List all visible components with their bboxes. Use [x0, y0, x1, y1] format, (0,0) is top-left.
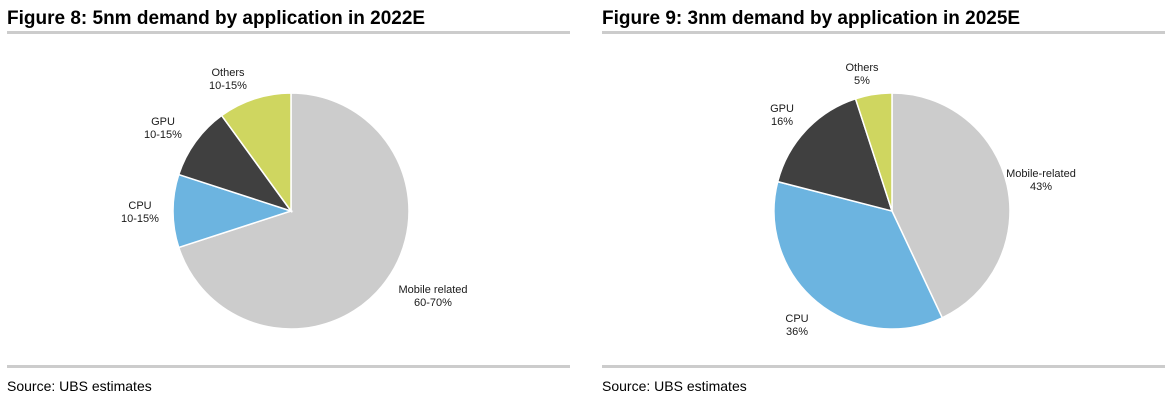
slice-label-value: 60-70% — [414, 297, 452, 309]
figure-9-panel: Figure 9: 3nm demand by application in 2… — [602, 0, 1165, 413]
title-divider — [7, 31, 570, 34]
slice-label-others: Others 5% — [845, 62, 879, 87]
figure-9-pie-chart: Mobile-related 43% CPU 36% GPU 16% Others 5% — [770, 62, 1076, 338]
slice-label-name: GPU — [770, 103, 794, 115]
pie-slice-gpu — [177, 114, 293, 213]
slice-label-name: Others — [845, 62, 879, 74]
title-divider — [602, 31, 1165, 34]
figure-8-source: Source: UBS estimates — [7, 378, 152, 394]
pie-slice-gpu — [776, 97, 894, 213]
slice-label-name: Mobile related — [398, 284, 467, 296]
figure-9-title: Figure 9: 3nm demand by application in 2… — [602, 8, 1021, 29]
slice-label-value: 10-15% — [209, 80, 247, 92]
slice-label-name: CPU — [128, 200, 151, 212]
source-divider — [7, 365, 570, 368]
pie-slice-others — [220, 92, 292, 214]
figure-8-panel: Figure 8: 5nm demand by application in 2… — [7, 0, 570, 413]
slice-label-value: 43% — [1030, 181, 1052, 193]
figure-9-source: Source: UBS estimates — [602, 378, 747, 394]
pie-slice-mobile-related — [891, 92, 1011, 319]
slice-label-gpu: GPU 10-15% — [144, 116, 182, 141]
slice-label-value: 10-15% — [121, 213, 159, 225]
pie-slice-others — [854, 92, 893, 212]
figure-8-title: Figure 8: 5nm demand by application in 2… — [7, 8, 426, 29]
slice-label-value: 5% — [854, 75, 870, 87]
slice-label-name: CPU — [785, 313, 808, 325]
figure-8-pie-chart: Mobile related 60-70%CPU 10-15%GPU 10-15%Ot… — [121, 67, 468, 330]
slice-label-mobile-related: Mobile-related 43% — [1006, 168, 1076, 193]
slice-label-value: 36% — [786, 326, 808, 338]
slice-label-cpu: CPU 36% — [785, 313, 808, 338]
pie-slice-cpu — [773, 180, 944, 330]
slice-label-gpu: GPU 16% — [770, 103, 794, 128]
slice-label-others: Others 10-15% — [209, 67, 247, 92]
slice-label-cpu: CPU 10-15% — [121, 200, 159, 225]
slice-label-name: GPU — [151, 116, 175, 128]
slice-label-name: Others — [211, 67, 245, 79]
source-divider — [602, 365, 1165, 368]
pie-slice-cpu — [172, 173, 294, 249]
slice-label-mobile-related: Mobile related 60-70% — [398, 284, 467, 309]
pie-slice-mobile-related — [177, 92, 410, 330]
slice-label-value: 10-15% — [144, 129, 182, 141]
slice-label-value: 16% — [771, 116, 793, 128]
slice-label-name: Mobile-related — [1006, 168, 1076, 180]
